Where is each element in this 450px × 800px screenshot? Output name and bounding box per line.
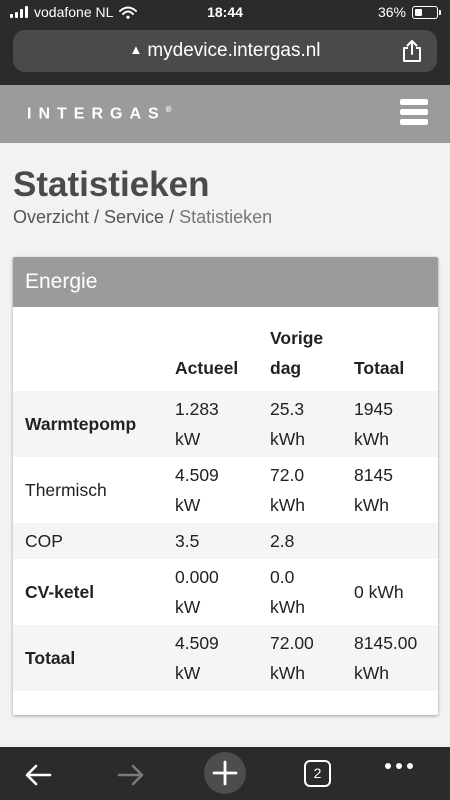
new-tab-button[interactable] <box>204 752 246 794</box>
row-label-warmtepomp: Warmtepomp <box>13 391 175 457</box>
browser-bottom-bar: 2 <box>0 747 450 800</box>
cell-actueel: 4.509 kW <box>175 465 219 515</box>
cell-vorige-dag: 0.0 kWh <box>270 567 305 617</box>
cell-totaal: 1945 kWh <box>354 391 438 457</box>
row-label-cv-ketel: CV-ketel <box>25 582 95 602</box>
address-bar[interactable]: ▲ mydevice.intergas.nl <box>13 30 437 72</box>
energy-card: Energie Actueel Vorige dag Totaal Warmtep… <box>13 257 438 715</box>
share-icon[interactable] <box>401 39 423 63</box>
cell-totaal: 8145 kWh <box>354 465 393 515</box>
row-label-thermisch: Thermisch <box>25 480 107 500</box>
page-title: Statistieken <box>13 165 210 204</box>
table-row: COP 3.5 2.8 <box>13 523 438 559</box>
cell-actueel: 3.5 <box>175 523 270 559</box>
column-header-totaal: Totaal <box>354 358 405 378</box>
cell-actueel: 4.509 kW <box>175 625 270 691</box>
warning-icon: ▲ <box>129 42 143 57</box>
battery-icon <box>412 5 441 19</box>
table-row: CV-ketel 0.000 kW 0.0 kWh 0 kWh <box>13 559 438 625</box>
back-arrow-icon <box>25 764 52 786</box>
plus-icon <box>212 760 238 786</box>
table-header-row: Actueel Vorige dag Totaal <box>13 321 438 391</box>
column-header-vorige-dag: Vorige dag <box>270 328 324 378</box>
page-content: Statistieken Overzicht / Service / Stati… <box>0 143 450 747</box>
cell-vorige-dag: 72.0 kWh <box>270 465 305 515</box>
column-header-label <box>13 321 175 391</box>
energy-table: Actueel Vorige dag Totaal Warmtepomp 1.28… <box>13 321 438 691</box>
row-label-cop: COP <box>13 523 175 559</box>
more-icon[interactable] <box>385 763 413 769</box>
browser-top-bar: vodafone NL 18:44 36% ▲ mydevice.intergas… <box>0 0 450 85</box>
back-button[interactable] <box>18 755 58 795</box>
cell-actueel: 0.000 kW <box>175 567 219 617</box>
status-bar: vodafone NL 18:44 36% <box>0 0 450 26</box>
forward-button[interactable] <box>111 755 151 795</box>
breadcrumb: Overzicht / Service / Statistieken <box>13 207 273 227</box>
breadcrumb-overzicht[interactable]: Overzicht <box>13 207 90 227</box>
intergas-logo[interactable]: INTERGAS® <box>27 105 172 123</box>
cell-vorige-dag: 25.3 kWh <box>270 391 354 457</box>
table-row: Totaal 4.509 kW 72.00 kWh 8145.00 kWh <box>13 625 438 691</box>
cell-vorige-dag: 72.00 kWh <box>270 625 354 691</box>
tabs-button[interactable]: 2 <box>304 760 331 787</box>
wifi-icon <box>119 6 138 19</box>
energy-card-title: Energie <box>13 257 438 307</box>
column-header-actueel: Actueel <box>175 358 239 378</box>
forward-arrow-icon <box>117 764 144 786</box>
table-row: Warmtepomp 1.283 kW 25.3 kWh 1945 kWh <box>13 391 438 457</box>
row-label-totaal: Totaal <box>13 625 175 691</box>
url-text: mydevice.intergas.nl <box>147 40 321 61</box>
breadcrumb-service[interactable]: Service <box>104 207 165 227</box>
status-time: 18:44 <box>207 4 243 20</box>
battery-percent: 36% <box>377 4 406 20</box>
signal-icon <box>10 6 28 18</box>
hamburger-menu-icon[interactable] <box>400 99 428 129</box>
cell-totaal <box>354 523 438 559</box>
cell-totaal: 0 kWh <box>354 582 404 602</box>
cell-vorige-dag: 2.8 <box>270 523 354 559</box>
cell-actueel: 1.283 kW <box>175 391 270 457</box>
breadcrumb-current: Statistieken <box>179 207 273 227</box>
carrier-label: vodafone NL <box>34 4 114 20</box>
table-row: Thermisch 4.509 kW 72.0 kWh 8145 kWh <box>13 457 438 523</box>
site-header: INTERGAS® <box>0 85 450 143</box>
cell-totaal: 8145.00 kWh <box>354 625 438 691</box>
